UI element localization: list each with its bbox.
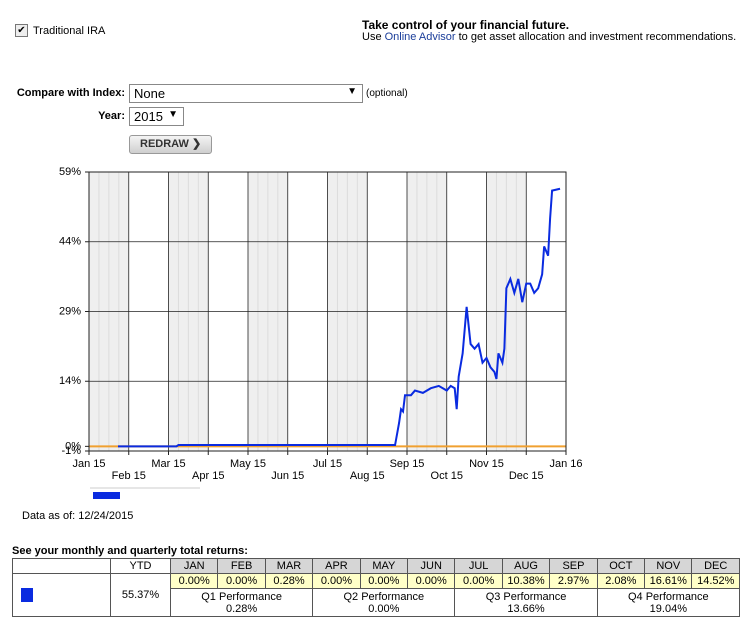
month-return: 16.61% bbox=[644, 573, 693, 589]
x-tick-label: Oct 15 bbox=[431, 470, 463, 482]
y-tick-label: 0% bbox=[65, 440, 81, 452]
month-header: JAN bbox=[169, 558, 219, 574]
checkbox[interactable]: ✔ bbox=[15, 24, 28, 37]
data-as-of: Data as of: 12/24/2015 bbox=[22, 510, 134, 522]
month-header: DEC bbox=[691, 558, 740, 574]
y-tick-label: 14% bbox=[59, 375, 81, 387]
month-header: AUG bbox=[501, 558, 551, 574]
month-header: MAR bbox=[264, 558, 314, 574]
ytd-value: 55.37% bbox=[110, 573, 171, 617]
checkbox-label: Traditional IRA bbox=[33, 25, 106, 37]
series-line bbox=[118, 187, 561, 448]
x-tick-label: Dec 15 bbox=[509, 470, 544, 482]
blank-cell bbox=[12, 558, 111, 574]
month-header: APR bbox=[312, 558, 361, 574]
quarter-cell: Q4 Performance 19.04% bbox=[596, 588, 741, 617]
month-return: 0.00% bbox=[454, 573, 503, 589]
quarter-value: 0.00% bbox=[368, 602, 400, 615]
promo-title: Take control of your financial future. bbox=[362, 18, 570, 32]
quarter-value: 0.28% bbox=[226, 602, 258, 615]
x-tick-label: Aug 15 bbox=[350, 470, 385, 482]
promo-link[interactable]: Online Advisor bbox=[384, 31, 456, 43]
y-tick-label: 59% bbox=[59, 166, 81, 178]
x-tick-label: Jan 15 bbox=[72, 458, 105, 470]
returns-title: See your monthly and quarterly total ret… bbox=[12, 545, 248, 557]
month-return: 0.00% bbox=[312, 573, 361, 589]
index-value: None bbox=[134, 86, 166, 101]
quarter-label: Q1 Performance bbox=[201, 590, 282, 603]
quarter-label: Q2 Performance bbox=[343, 590, 425, 603]
redraw-label: REDRAW bbox=[140, 138, 189, 150]
returns-table: YTD JAN FEB MAR APR MAY JUN JUL AUG SEP OCT NOV DEC … bbox=[12, 558, 741, 617]
redraw-button[interactable]: REDRAW ❯ bbox=[129, 135, 212, 154]
quarter-label: Q4 Performance bbox=[627, 590, 709, 603]
month-return: 2.08% bbox=[596, 573, 646, 589]
promo-before: Use bbox=[362, 31, 382, 43]
legend-swatch bbox=[93, 492, 120, 499]
month-header: SEP bbox=[549, 558, 598, 574]
quarter-cell: Q3 Performance 13.66% bbox=[454, 588, 598, 617]
x-tick-label: Feb 15 bbox=[112, 470, 146, 482]
y-tick-label: -1% bbox=[61, 445, 81, 457]
swatch-cell bbox=[12, 573, 111, 617]
index-select[interactable]: None ▼ bbox=[129, 84, 363, 103]
y-tick-label: 44% bbox=[59, 236, 81, 248]
promo-after: to get asset allocation and investment r… bbox=[458, 31, 737, 43]
month-return: 10.38% bbox=[501, 573, 551, 589]
index-note: (optional) bbox=[366, 88, 408, 99]
x-tick-label: Jul 15 bbox=[313, 458, 342, 470]
month-header: NOV bbox=[644, 558, 693, 574]
month-header: FEB bbox=[217, 558, 266, 574]
promo-text: Use Online Advisor to get asset allocati… bbox=[362, 31, 736, 43]
x-tick-label: Sep 15 bbox=[390, 458, 425, 470]
month-header: MAY bbox=[359, 558, 409, 574]
year-label: Year: bbox=[98, 110, 125, 122]
y-tick-label: 29% bbox=[59, 305, 81, 317]
series-swatch bbox=[21, 588, 33, 602]
x-tick-label: Apr 15 bbox=[192, 470, 224, 482]
plot-border bbox=[88, 171, 567, 452]
month-return: 0.00% bbox=[169, 573, 219, 589]
month-return: 0.28% bbox=[264, 573, 314, 589]
month-return: 2.97% bbox=[549, 573, 598, 589]
year-value: 2015 bbox=[134, 109, 163, 124]
month-header: OCT bbox=[596, 558, 646, 574]
index-label: Compare with Index: bbox=[16, 87, 125, 99]
x-tick-label: Jun 15 bbox=[271, 470, 304, 482]
x-tick-label: May 15 bbox=[230, 458, 266, 470]
quarter-label: Q3 Performance bbox=[485, 590, 567, 603]
year-select[interactable]: 2015 ▼ bbox=[129, 107, 184, 126]
month-header: JUN bbox=[407, 558, 456, 574]
month-header: JUL bbox=[454, 558, 503, 574]
quarter-cell: Q1 Performance 0.28% bbox=[169, 588, 314, 617]
month-return: 0.00% bbox=[407, 573, 456, 589]
x-tick-label: Nov 15 bbox=[469, 458, 504, 470]
month-return: 0.00% bbox=[217, 573, 266, 589]
quarter-value: 13.66% bbox=[507, 602, 545, 615]
ytd-header: YTD bbox=[110, 558, 171, 574]
chart: Jan 15 Feb 15 Mar 15 Apr 15 May 15 Jun 15 Jul … bbox=[59, 166, 583, 499]
month-return: 0.00% bbox=[359, 573, 409, 589]
x-tick-label: Mar 15 bbox=[151, 458, 185, 470]
x-tick-label: Jan 16 bbox=[549, 458, 582, 470]
quarter-value: 19.04% bbox=[649, 602, 687, 615]
month-return: 14.52% bbox=[691, 573, 740, 589]
quarter-cell: Q2 Performance 0.00% bbox=[312, 588, 456, 617]
